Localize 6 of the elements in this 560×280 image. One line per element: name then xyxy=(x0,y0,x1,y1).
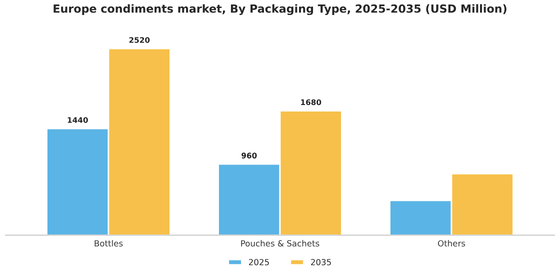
x-tick-label: Others xyxy=(438,240,466,247)
x-tick-label: Pouches & Sachets xyxy=(241,240,320,247)
legend-label: 2035 xyxy=(311,258,331,266)
legend-label: 2025 xyxy=(248,258,269,266)
x-tick-label: Bottles xyxy=(94,240,123,247)
chart-title: Europe condiments market, By Packaging Type, 2025-2035 (USD Million) xyxy=(54,4,506,16)
